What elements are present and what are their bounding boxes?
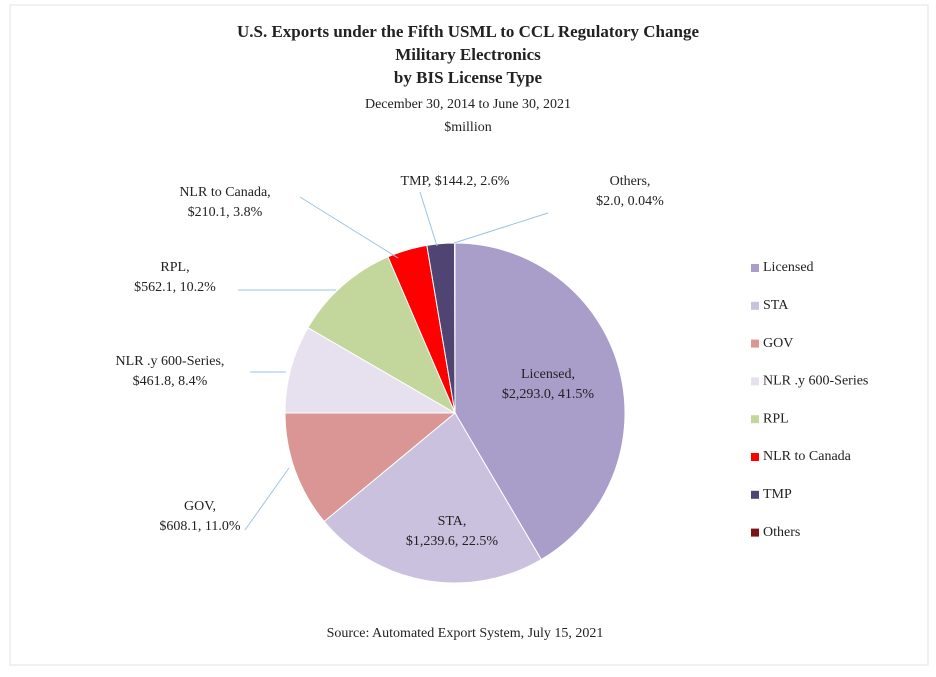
pie-slice	[284, 412, 457, 523]
data-label: $210.1, 3.8%	[188, 205, 263, 220]
legend-swatch	[751, 301, 759, 310]
legend-swatch	[751, 528, 759, 537]
legend-swatch	[751, 490, 759, 499]
legend-label: NLR to Canada	[763, 449, 852, 464]
data-label: $562.1, 10.2%	[134, 280, 216, 295]
data-label: $1,239.6, 22.5%	[406, 534, 499, 549]
chart-title: by BIS License Type	[394, 68, 543, 87]
legend-label: GOV	[763, 336, 793, 351]
leader-line	[419, 191, 438, 247]
legend-label: Others	[763, 525, 800, 540]
leader-line	[244, 467, 290, 531]
data-label: TMP, $144.2, 2.6%	[401, 174, 510, 189]
legend-swatch	[751, 415, 759, 424]
legend-label: RPL	[763, 411, 789, 426]
data-label: STA,	[438, 514, 467, 529]
data-label: $2.0, 0.04%	[596, 194, 664, 209]
data-label: NLR .y 600-Series,	[116, 354, 225, 369]
pie-slice	[454, 242, 626, 561]
data-label: $608.1, 11.0%	[159, 519, 240, 534]
pie-slice	[307, 256, 457, 415]
legend-label: TMP	[763, 487, 792, 502]
chart-title: Military Electronics	[395, 45, 541, 64]
data-label: $2,293.0, 41.5%	[502, 387, 595, 402]
pie-slice	[323, 412, 542, 584]
data-label: NLR to Canada,	[179, 185, 270, 200]
legend-label: STA	[763, 298, 789, 313]
data-label: Others,	[610, 174, 651, 189]
leader-line	[453, 212, 549, 244]
data-label: RPL,	[160, 260, 189, 275]
leader-line	[299, 196, 399, 259]
data-label: $461.8, 8.4%	[133, 374, 208, 389]
source-note: Source: Automated Export System, July 15…	[327, 626, 604, 641]
legend-label: Licensed	[763, 260, 814, 275]
pie-slice	[284, 327, 457, 414]
legend-swatch	[751, 377, 759, 386]
legend-swatch	[751, 453, 759, 461]
legend-label: NLR .y 600-Series	[763, 374, 868, 389]
chart-subtitle: $million	[444, 120, 491, 135]
chart-subtitle: December 30, 2014 to June 30, 2021	[365, 97, 571, 112]
chart-title: U.S. Exports under the Fifth USML to CCL…	[237, 22, 699, 41]
data-label: GOV,	[184, 499, 216, 514]
data-label: Licensed,	[521, 367, 575, 382]
legend-swatch	[751, 264, 759, 272]
legend-swatch	[751, 339, 759, 348]
